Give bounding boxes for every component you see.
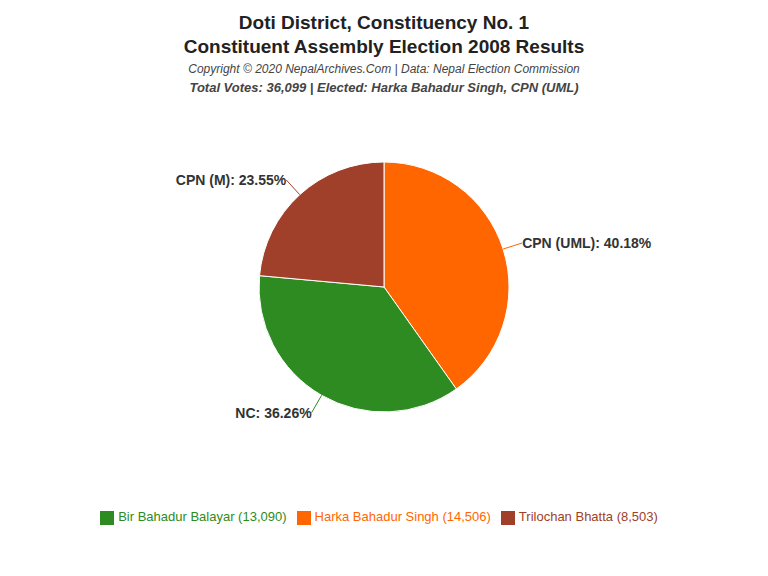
html-text:Trilochan Bhatta (8,503): Trilochan Bhatta (8,503) [518, 509, 658, 525]
svg-text:NC: 36.26%: NC: 36.26% [235, 405, 312, 421]
html-text:Constituent Assembly Election: Constituent Assembly Election 2008 Resul… [183, 36, 585, 57]
svg-text:CPN (M): 23.55%: CPN (M): 23.55% [176, 172, 287, 188]
html-text:Total Votes: 36,099 | Elected:: Total Votes: 36,099 | Elected: Harka Bah… [189, 80, 579, 95]
svg-text:CPN (UML): 40.18%: CPN (UML): 40.18% [522, 235, 652, 251]
html-text:Bir Bahadur Balayar (13,090): Bir Bahadur Balayar (13,090) [118, 509, 287, 525]
html-text:Copyright © 2020 NepalArchives: Copyright © 2020 NepalArchives.Com | Dat… [188, 62, 580, 76]
html-text:Doti District, Constituency No: Doti District, Constituency No. 1 [238, 12, 530, 33]
html-text:Harka Bahadur Singh (14,506): Harka Bahadur Singh (14,506) [314, 509, 491, 525]
